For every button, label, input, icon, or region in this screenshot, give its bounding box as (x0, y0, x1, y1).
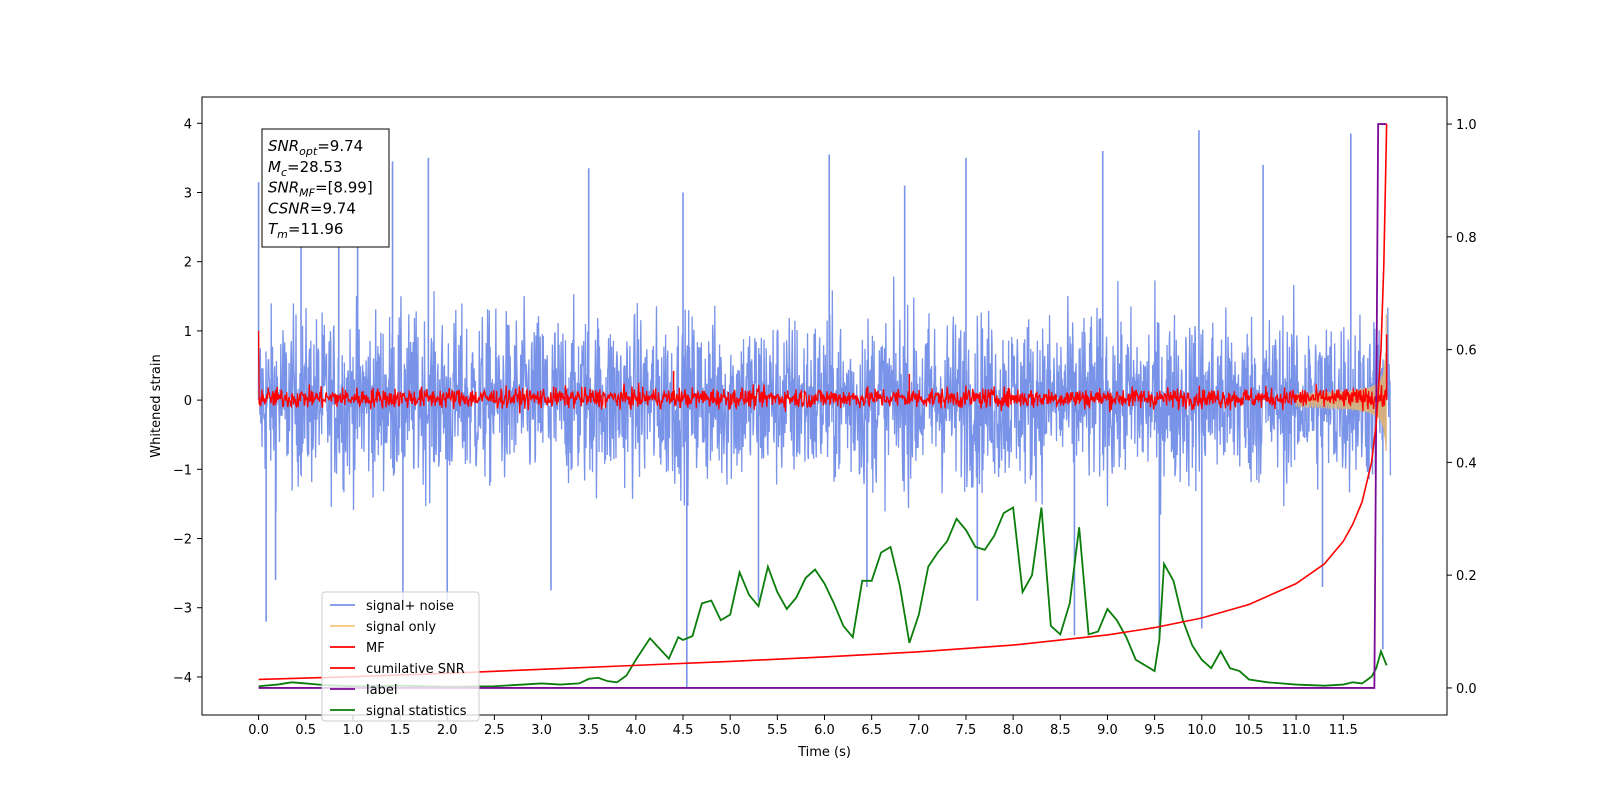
x-tick-label: 7.5 (956, 723, 977, 738)
x-axis-label: Time (s) (797, 745, 851, 760)
y-tick-label: −3 (173, 602, 192, 617)
x-axis: 0.0 0.5 1.0 1.5 2.0 2.5 3.0 3.5 4.0 4.5 5.0 5.5 6.0 6… (248, 715, 1358, 738)
y-tick-label: 3 (184, 187, 192, 202)
y2-tick-label: 0.8 (1456, 231, 1477, 246)
x-tick-label: 0.5 (295, 723, 316, 738)
y-tick-label: −4 (173, 671, 192, 686)
x-tick-label: 4.0 (626, 723, 647, 738)
annotation-box: SNRopt=9.74Mc=28.53SNRMF=[8.99]CSNR=9.74… (261, 128, 390, 248)
legend-entry: signal only (366, 620, 436, 635)
annotation-line: Mc=28.53 (268, 158, 343, 179)
y2-tick-label: 0.0 (1456, 682, 1477, 697)
y-tick-label: −2 (173, 533, 192, 548)
cumulative-snr-line (258, 124, 1388, 681)
y2-tick-label: 1.0 (1456, 118, 1477, 133)
legend-entry: signal statistics (366, 704, 467, 719)
x-tick-label: 8.0 (1003, 723, 1024, 738)
x-tick-label: 6.5 (861, 723, 882, 738)
legend-entry: label (366, 683, 397, 698)
x-tick-label: 0.0 (248, 723, 269, 738)
x-tick-label: 2.0 (437, 723, 458, 738)
y-axis-right: 0.0 0.2 0.4 0.6 0.8 1.0 (1447, 118, 1477, 697)
annotation-line: SNRopt=9.74 (268, 137, 363, 158)
label-line (258, 123, 1387, 689)
x-tick-label: 3.5 (578, 723, 599, 738)
y-axis-left: −4 −3 −2 −1 0 1 2 3 4 (173, 117, 202, 686)
x-tick-label: 3.0 (531, 723, 552, 738)
x-tick-label: 10.0 (1187, 723, 1216, 738)
mf-series (257, 330, 1388, 414)
legend: signal+ noise signal only MF cumilative SNR… (321, 591, 480, 722)
annotation-line: Tm=11.96 (268, 220, 343, 241)
mf-line (257, 330, 1388, 414)
y-axis-label: Whitened strain (149, 354, 164, 457)
x-tick-label: 9.0 (1097, 723, 1118, 738)
y-tick-label: 2 (184, 256, 192, 271)
annotation-line: CSNR=9.74 (268, 199, 356, 217)
x-tick-label: 2.5 (484, 723, 505, 738)
annotation-line: SNRMF=[8.99] (268, 179, 373, 200)
x-tick-label: 6.0 (814, 723, 835, 738)
x-tick-label: 1.5 (390, 723, 411, 738)
y2-tick-label: 0.6 (1456, 344, 1477, 359)
annotation-frame (261, 128, 390, 248)
legend-entry: cumilative SNR (366, 662, 465, 677)
x-tick-label: 8.5 (1050, 723, 1071, 738)
mf-spikes (672, 334, 1388, 401)
x-tick-label: 11.0 (1282, 723, 1311, 738)
y-tick-label: −1 (173, 463, 192, 478)
x-tick-label: 7.0 (908, 723, 929, 738)
signal-noise-spikes (257, 130, 1384, 688)
y-tick-label: 0 (184, 394, 192, 409)
x-tick-label: 5.0 (720, 723, 741, 738)
x-tick-label: 4.5 (673, 723, 694, 738)
y2-tick-label: 0.4 (1456, 456, 1477, 471)
x-tick-label: 9.5 (1144, 723, 1165, 738)
legend-entry: MF (366, 641, 385, 656)
signal-noise-series (257, 130, 1392, 688)
legend-entry: signal+ noise (366, 599, 454, 614)
x-tick-label: 10.5 (1234, 723, 1263, 738)
y2-tick-label: 0.2 (1456, 569, 1477, 584)
right-axis-series (258, 123, 1388, 689)
y-tick-label: 1 (184, 325, 192, 340)
x-tick-label: 11.5 (1329, 723, 1358, 738)
x-tick-label: 1.0 (343, 723, 364, 738)
signal-statistics-line (258, 506, 1388, 688)
y-tick-label: 4 (184, 117, 192, 132)
x-tick-label: 5.5 (767, 723, 788, 738)
legend-frame (321, 591, 480, 722)
